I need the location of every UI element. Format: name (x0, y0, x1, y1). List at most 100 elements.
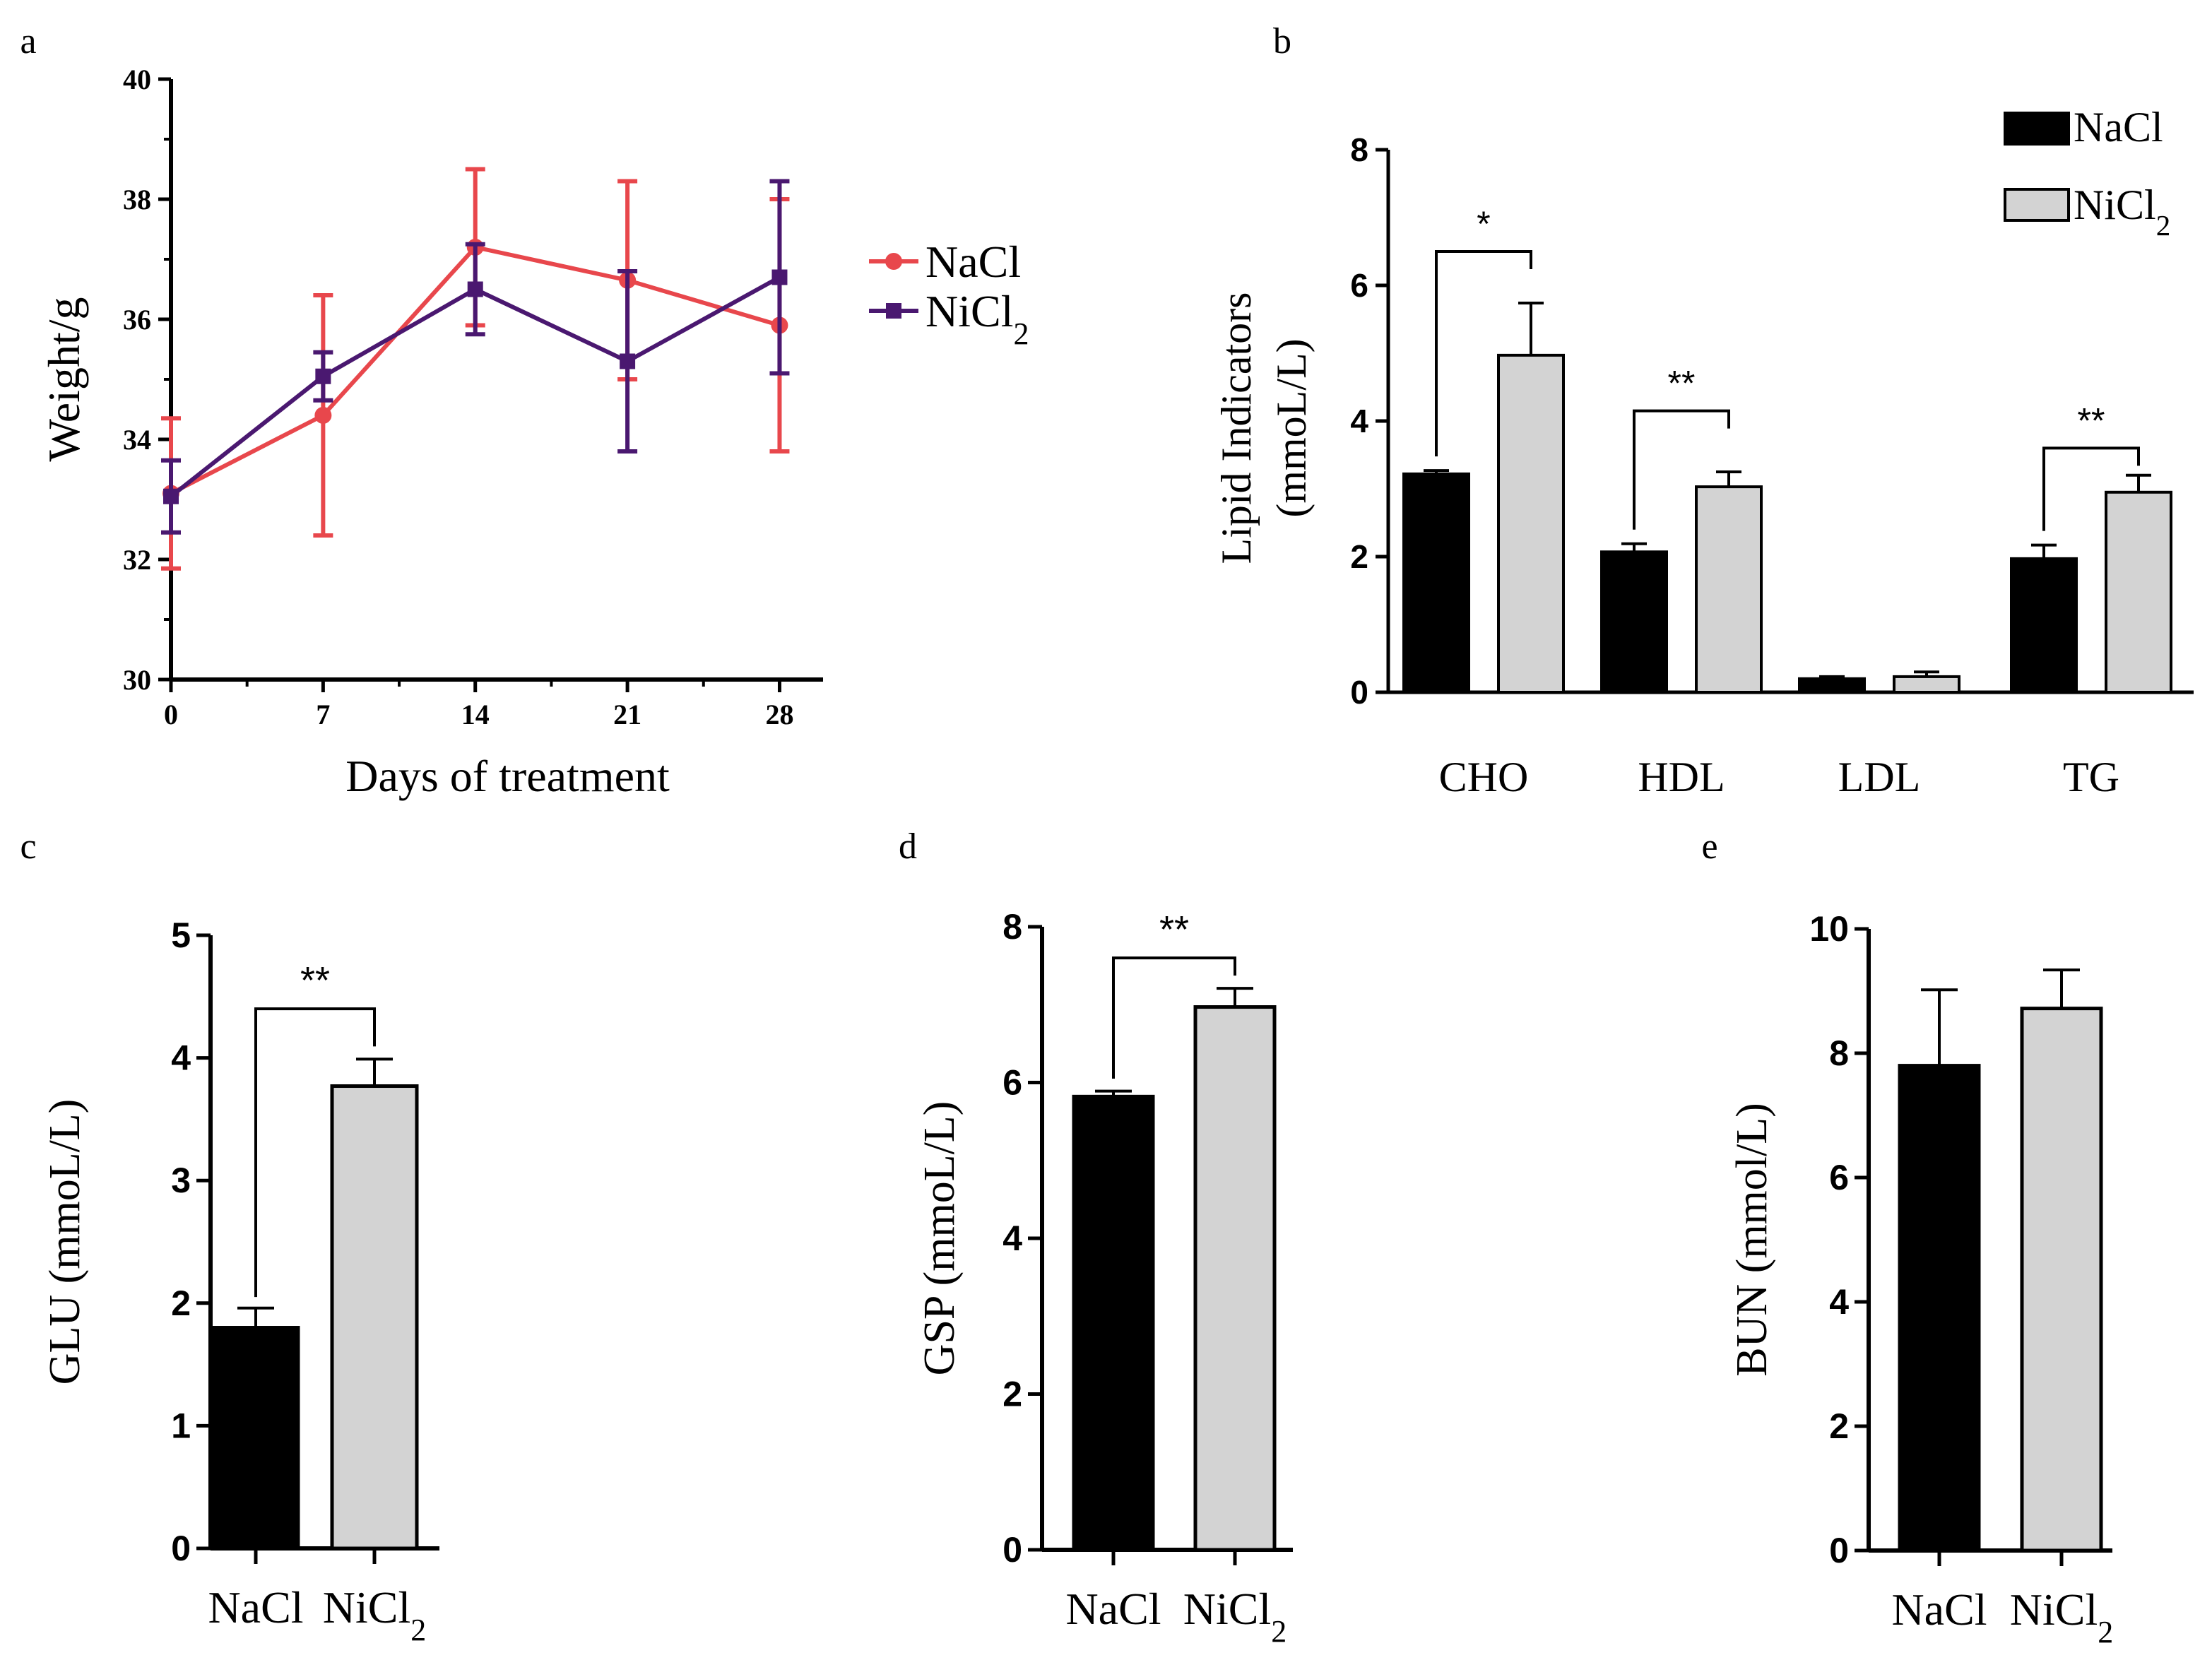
y-tick-label-a: 32 (123, 544, 151, 576)
x-tick-label-d-nacl-main: NaCl (1065, 1584, 1161, 1634)
y-tick-label-d: 0 (1003, 1530, 1022, 1570)
panel-label-e: e (1701, 826, 1717, 867)
y-axis-label-a: Weight/g (39, 297, 89, 461)
x-tick-label-a: 28 (765, 699, 793, 730)
x-tick-label-b: TG (2063, 754, 2119, 800)
significance-label-tg: ** (2078, 401, 2105, 440)
chart-e: 0 2 4 6 8 10 BUN (mmol/L) (1728, 909, 2112, 1570)
significance-bracket-hdl (1633, 409, 1730, 530)
legend-a (869, 253, 918, 319)
chart-d: 0 2 4 6 8 GSP (mmoL/L) ** (916, 907, 1293, 1570)
x-tick-label-e-nacl-main: NaCl (1891, 1584, 1987, 1635)
significance-label-d: ** (1159, 908, 1189, 951)
data-point-nicl2 (315, 368, 331, 384)
y-tick-label-e: 2 (1829, 1406, 1849, 1446)
legend-marker-nacl (885, 253, 902, 270)
x-tick-label-e-nicl2: NiCl2 (2010, 1584, 2113, 1649)
bar-d-nacl (1072, 1094, 1155, 1552)
legend-label-nicl2-b-main: NiCl (2074, 182, 2156, 228)
legend-label-nicl2: NiCl2 (925, 286, 1029, 351)
y-axis-label-e: BUN (mmol/L) (1728, 1103, 1776, 1376)
y-tick-label-e: 8 (1829, 1033, 1849, 1073)
chart-b: 0 2 4 6 8 Lipid Indicators (mmoL/L) CHO HDL LDL TG… (1213, 112, 2194, 800)
legend-label-nicl2-subscript: 2 (1013, 316, 1029, 351)
data-point-nicl2 (467, 281, 483, 297)
y-tick-label-d: 2 (1003, 1375, 1022, 1414)
bar-e-nicl2 (2020, 1007, 2103, 1553)
y-tick-label-e: 4 (1829, 1282, 1849, 1322)
bar-d-nicl2 (1193, 1005, 1277, 1552)
chart-c: 0 1 2 3 4 5 GLU (mmoL/L) ** (41, 915, 439, 1568)
y-tick-label-a: 40 (123, 64, 151, 95)
x-tick-label-c-nicl2: NiCl2 (323, 1582, 426, 1647)
legend-label-nicl2-main: NiCl (925, 286, 1013, 336)
y-tick-label-e: 10 (1809, 909, 1849, 949)
chart-a: 30 32 34 36 38 40 0 7 14 21 28 Days of treatment Wei… (39, 64, 918, 801)
panel-label-b: b (1273, 21, 1291, 61)
y-tick-label-c: 5 (171, 915, 191, 955)
legend-swatch-nicl2 (2004, 188, 2070, 222)
bar-cho-nacl (1402, 472, 1470, 694)
significance-bracket-d (1112, 956, 1236, 1079)
y-tick-label-c: 3 (171, 1161, 191, 1200)
y-tick-label-e: 0 (1829, 1531, 1849, 1570)
data-point-nicl2 (771, 269, 788, 285)
bar-hdl-nicl2 (1695, 485, 1763, 694)
bar-tg-nicl2 (2105, 490, 2172, 694)
significance-label-cho: * (1477, 204, 1490, 244)
x-tick-label-e-nicl2-main: NiCl (2010, 1584, 2098, 1635)
y-tick-label-b: 0 (1350, 674, 1368, 711)
bar-ldl-nacl (1798, 677, 1866, 694)
x-tick-label-a: 21 (613, 699, 641, 730)
bar-hdl-nacl (1600, 550, 1668, 694)
x-tick-label-c-nacl: NaCl (208, 1582, 303, 1632)
y-tick-label-b: 8 (1350, 131, 1368, 168)
y-axis-label-b-line1: Lipid Indicators (1213, 292, 1260, 564)
x-tick-label-d-nicl2: NiCl2 (1183, 1584, 1287, 1649)
x-tick-label-c-nacl-main: NaCl (208, 1582, 303, 1632)
panel-label-a: a (20, 21, 36, 61)
significance-bracket-tg (2042, 446, 2140, 531)
x-tick-label-c-nicl2-subscript: 2 (410, 1613, 426, 1647)
y-tick-label-a: 36 (123, 304, 151, 336)
x-tick-label-e-nicl2-subscript: 2 (2098, 1615, 2113, 1649)
bar-c-nicl2 (330, 1084, 419, 1551)
legend-swatch-nacl (2004, 112, 2070, 146)
x-tick-label-d-nacl: NaCl (1065, 1584, 1161, 1634)
bar-tg-nacl (2010, 557, 2078, 694)
bar-ldl-nicl2 (1893, 675, 1960, 694)
legend-b (2004, 112, 2070, 222)
y-tick-label-a: 30 (123, 664, 151, 696)
bar-c-nacl (211, 1326, 300, 1551)
x-tick-label-e-nacl: NaCl (1891, 1584, 1987, 1635)
y-tick-label-a: 34 (123, 424, 151, 456)
y-tick-label-d: 4 (1003, 1219, 1022, 1258)
y-tick-label-c: 4 (171, 1038, 191, 1078)
legend-label-nacl-b-main: NaCl (2074, 104, 2163, 150)
y-tick-label-c: 1 (171, 1406, 191, 1445)
y-axis-label-c: GLU (mmoL/L) (41, 1099, 89, 1385)
bar-cho-nicl2 (1497, 353, 1565, 694)
significance-label-c: ** (300, 959, 330, 1002)
panel-label-c: c (20, 826, 36, 867)
x-tick-label-a: 0 (164, 699, 178, 730)
bar-e-nacl (1898, 1064, 1981, 1553)
y-tick-label-c: 0 (171, 1529, 191, 1568)
y-tick-label-c: 2 (171, 1283, 191, 1323)
y-tick-label-b: 2 (1350, 538, 1368, 575)
y-tick-label-a: 38 (123, 184, 151, 215)
significance-bracket-c (254, 1007, 376, 1298)
y-tick-label-d: 6 (1003, 1063, 1022, 1103)
y-axis-label-b-line2: (mmoL/L) (1268, 338, 1315, 517)
significance-label-hdl: ** (1668, 364, 1696, 403)
legend-label-nacl: NaCl (925, 237, 1021, 287)
data-point-nicl2 (163, 488, 179, 504)
y-tick-label-b: 4 (1350, 403, 1368, 439)
x-tick-label-d-nicl2-subscript: 2 (1271, 1614, 1287, 1649)
x-tick-label-c-nicl2-main: NiCl (323, 1582, 410, 1632)
y-tick-label-b: 6 (1350, 267, 1368, 304)
significance-bracket-cho (1435, 250, 1532, 457)
panel-label-d: d (899, 826, 917, 867)
x-tick-label-b: HDL (1638, 754, 1725, 800)
data-point-nacl (314, 407, 332, 424)
